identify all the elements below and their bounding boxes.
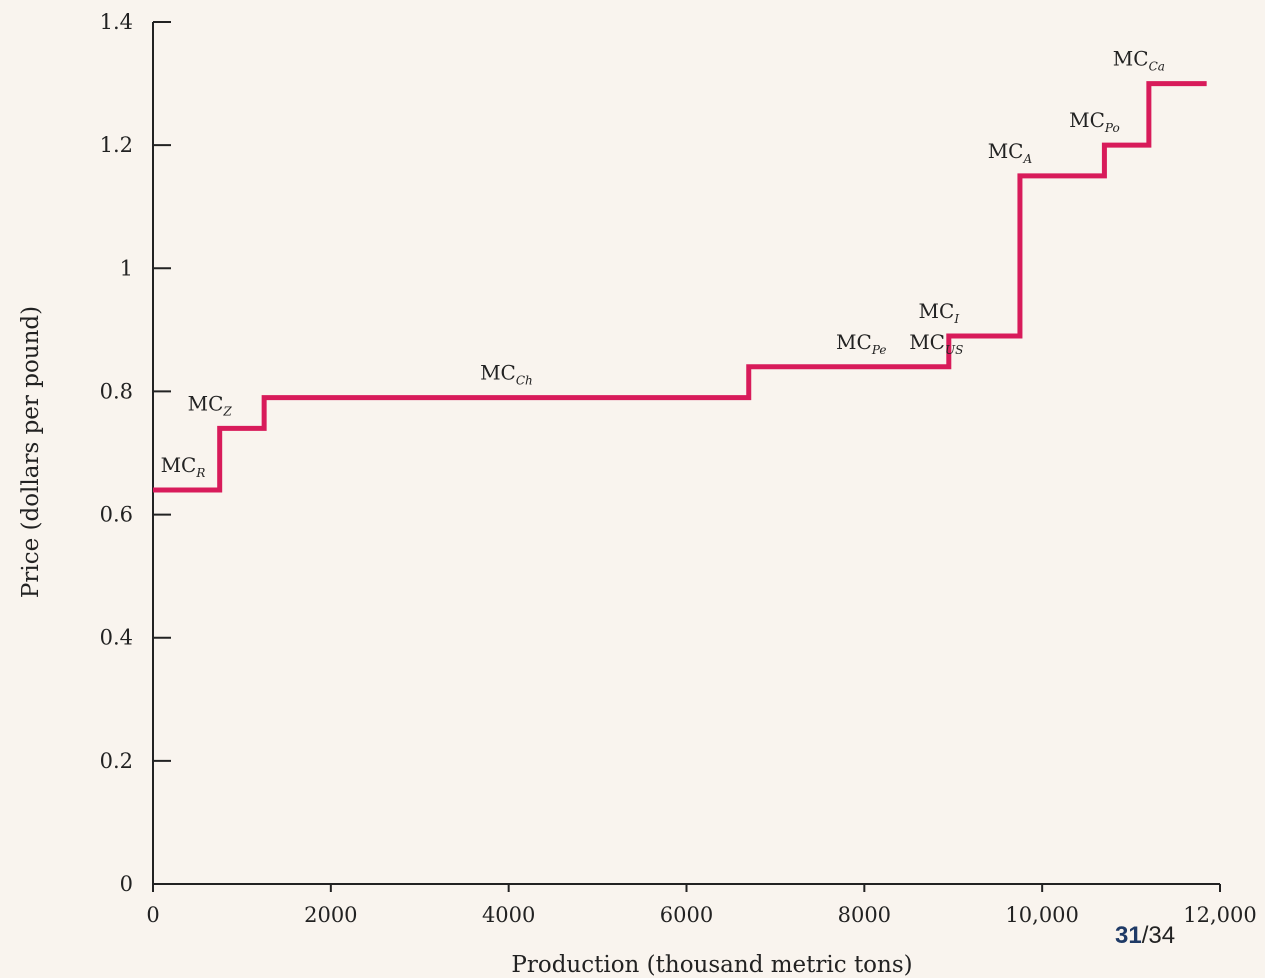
x-axis-title: Production (thousand metric tons) xyxy=(511,952,912,978)
x-tick-label: 2000 xyxy=(304,903,357,927)
segment-labels: MCR MCZ MCCh MCPe MCUS MCI MCA MCPo MCCa xyxy=(161,47,1165,480)
y-tick-label: 1.2 xyxy=(100,133,133,157)
y-tick-label: 0.4 xyxy=(100,626,133,650)
segment-label-ca: MCCa xyxy=(1113,47,1165,74)
step-series xyxy=(153,81,1207,493)
segment-label-z: MCZ xyxy=(188,391,233,418)
segment-label-a: MCA xyxy=(988,139,1033,166)
segment-label-ch: MCCh xyxy=(480,361,533,388)
axes xyxy=(152,22,1220,885)
x-tick-label: 6000 xyxy=(660,903,713,927)
y-tick-label: 1 xyxy=(120,256,133,280)
segment-label-po: MCPo xyxy=(1069,108,1120,135)
marginal-cost-step-line xyxy=(153,81,1207,493)
segment-label-r: MCR xyxy=(161,453,206,480)
y-axis-title: Price (dollars per pound) xyxy=(18,306,44,598)
y-tick-label: 0.2 xyxy=(100,749,133,773)
y-axis-ticks: 0 0.2 0.4 0.6 0.8 1 1.2 1.4 xyxy=(100,10,171,896)
x-tick-label: 0 xyxy=(146,903,159,927)
page-current: 31 xyxy=(1115,922,1142,949)
y-tick-label: 0 xyxy=(120,872,133,896)
x-tick-label: 10,000 xyxy=(1005,903,1078,927)
segment-label-i: MCI xyxy=(919,299,960,326)
y-tick-label: 0.6 xyxy=(100,503,133,527)
x-axis-ticks: 0 2000 4000 6000 8000 10,000 12,000 xyxy=(146,884,1257,927)
page-total: /34 xyxy=(1141,922,1176,949)
x-tick-label: 4000 xyxy=(482,903,535,927)
x-tick-label: 8000 xyxy=(838,903,891,927)
segment-label-us: MCUS xyxy=(909,330,963,357)
page-number: 31/34 xyxy=(1115,922,1175,950)
segment-label-pe: MCPe xyxy=(836,330,886,357)
y-tick-label: 1.4 xyxy=(100,10,133,34)
x-tick-label: 12,000 xyxy=(1183,903,1256,927)
y-tick-label: 0.8 xyxy=(100,379,133,403)
